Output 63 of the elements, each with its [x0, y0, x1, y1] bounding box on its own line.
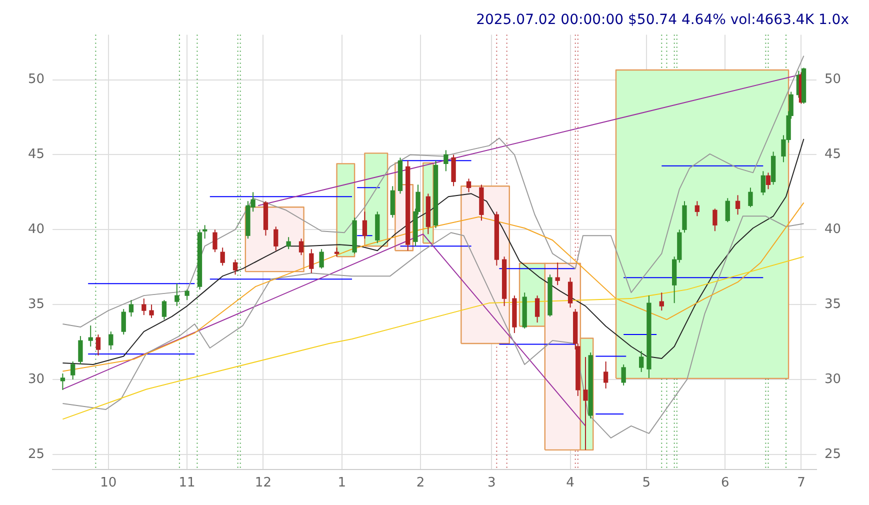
candlestick — [96, 334, 101, 356]
candlestick — [212, 229, 218, 253]
x-tick-label: 11 — [178, 476, 196, 491]
y-tick-label: 30 — [28, 372, 45, 387]
x-tick-label: 12 — [254, 476, 272, 491]
candlestick — [748, 187, 753, 208]
candlestick — [149, 304, 154, 319]
y2-tick-label: 45 — [824, 147, 842, 162]
y2-tick-label: 25 — [824, 446, 842, 462]
candlestick — [60, 372, 66, 390]
x-tick-label: 3 — [487, 476, 496, 491]
y-tick-label: 35 — [28, 296, 45, 312]
candlestick — [534, 295, 540, 324]
candlestick — [174, 283, 180, 307]
chart-title: 2025.07.02 00:00:00 $50.74 4.64% vol:4663.4K 1.0x — [476, 12, 849, 28]
candlestick — [766, 172, 771, 190]
candlestick — [162, 300, 167, 320]
candlestick — [184, 289, 190, 301]
candlestick — [568, 277, 573, 308]
candlestick — [286, 236, 291, 250]
candlestick — [78, 336, 83, 365]
y-tick-label: 25 — [28, 446, 45, 462]
candlestick — [444, 150, 448, 172]
candlestick — [362, 211, 368, 240]
x-tick-label: 7 — [797, 476, 806, 491]
y-tick-label: 40 — [28, 222, 45, 237]
candlestick — [309, 248, 314, 274]
candlestick — [298, 238, 304, 256]
candlestick — [466, 178, 472, 193]
candlestick — [121, 308, 126, 336]
candlestick — [583, 356, 588, 450]
candlestick — [202, 224, 208, 240]
x-tick-label: 6 — [720, 476, 730, 491]
candlestick — [639, 350, 644, 372]
y2-tick-label: 30 — [824, 372, 842, 387]
candlestick — [760, 170, 766, 196]
candlestick — [555, 262, 560, 286]
candlestick — [232, 259, 238, 276]
candlestick — [220, 247, 225, 266]
x-tick-label: 5 — [642, 476, 651, 491]
candlestick — [128, 300, 134, 318]
y2-tick-label: 50 — [824, 72, 842, 88]
y2-tick-label: 40 — [824, 222, 842, 237]
candlestick — [694, 200, 700, 217]
x-tick-label: 2 — [416, 476, 425, 491]
candlestick — [659, 292, 664, 312]
y-tick-label: 50 — [28, 72, 45, 88]
candlestick — [319, 248, 324, 270]
candlestick — [274, 226, 278, 252]
x-tick-label: 10 — [100, 476, 117, 491]
candlestick — [70, 361, 76, 380]
candlestick — [735, 194, 740, 216]
candlestick — [712, 208, 718, 232]
candlestick — [142, 298, 146, 316]
x-tick-label: 1 — [338, 476, 346, 491]
x-tick-label: 4 — [566, 476, 574, 491]
candlestick — [108, 331, 114, 350]
y2-tick-label: 35 — [824, 296, 842, 312]
candlestick — [603, 361, 608, 389]
candlestick — [621, 364, 626, 386]
candlestick — [88, 325, 93, 348]
y-tick-label: 45 — [28, 147, 45, 162]
candlestick — [725, 198, 730, 223]
